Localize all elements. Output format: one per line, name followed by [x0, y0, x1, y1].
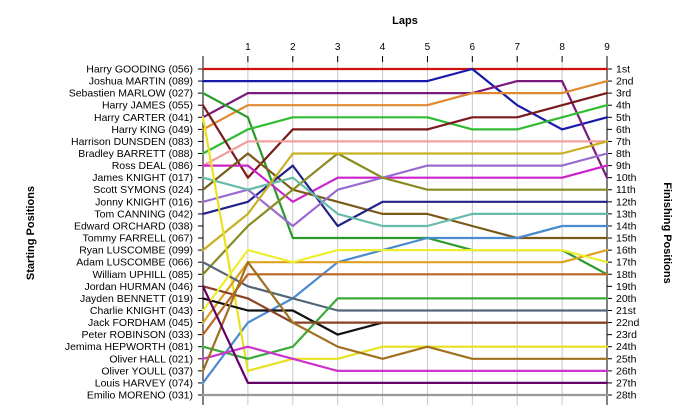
starting-position-label: Harry GOODING (056)	[86, 64, 193, 76]
finishing-position-label: 10th	[616, 172, 637, 184]
finishing-position-label: 28th	[616, 390, 637, 402]
chart-title: Laps	[392, 15, 418, 27]
starting-position-label: Ross DEAL (086)	[112, 160, 193, 172]
driver-line	[201, 104, 609, 155]
driver-line	[201, 261, 609, 312]
lap-tick-label: 5	[425, 42, 431, 53]
finishing-position-label: 9th	[616, 160, 631, 172]
finishing-position-label: 4th	[616, 100, 631, 112]
starting-position-label: Bradley BARRETT (088)	[78, 148, 193, 160]
finishing-labels: 1st2nd3rd4th5th6th7th8th9th10th11th12th1…	[616, 64, 640, 402]
lap-tick-label: 8	[559, 42, 565, 53]
finishing-position-label: 27th	[616, 377, 637, 389]
driver-line	[201, 164, 609, 228]
finishing-position-label: 11th	[616, 184, 636, 196]
driver-line	[201, 140, 609, 252]
starting-position-label: Adam LUSCOMBE (066)	[76, 257, 193, 269]
starting-position-label: Ryan LUSCOMBE (099)	[79, 245, 193, 257]
finishing-position-label: 15th	[616, 233, 637, 245]
finishing-position-label: 5th	[616, 112, 631, 124]
starting-position-label: William UPHILL (085)	[92, 269, 193, 281]
finishing-position-label: 13th	[616, 208, 637, 220]
finishing-position-label: 25th	[616, 353, 637, 365]
starting-position-label: James KNIGHT (017)	[92, 172, 193, 184]
finishing-position-label: 14th	[616, 220, 637, 232]
finishing-position-label: 24th	[616, 341, 637, 353]
driver-line	[201, 273, 609, 336]
starting-position-label: Tommy FARRELL (067)	[83, 233, 193, 245]
driver-line	[201, 249, 609, 312]
driver-line	[201, 261, 609, 372]
starting-position-label: Louis HARVEY (074)	[95, 377, 193, 389]
starting-position-label: Harrison DUNSDEN (083)	[71, 136, 193, 148]
driver-labels: Harry GOODING (056)Joshua MARTIN (089)Se…	[65, 64, 193, 402]
starting-position-label: Joshua MARTIN (089)	[89, 76, 193, 88]
driver-line	[201, 79, 609, 131]
driver-lines	[201, 67, 609, 397]
starting-position-label: Oliver HALL (021)	[109, 353, 193, 365]
finishing-position-label: 2nd	[616, 76, 634, 88]
lap-tick-label: 3	[335, 42, 341, 53]
starting-position-label: Harry KING (049)	[111, 124, 193, 136]
starting-position-label: Scott SYMONS (024)	[93, 184, 193, 196]
lap-tick-label: 2	[290, 42, 296, 53]
starting-position-label: Charlie KNIGHT (043)	[90, 305, 193, 317]
starting-position-label: Jonny KNIGHT (016)	[95, 196, 193, 208]
finishing-position-label: 7th	[616, 136, 631, 148]
finishing-position-label: 18th	[616, 269, 637, 281]
finishing-position-label: 12th	[616, 196, 637, 208]
lap-tick-label: 1	[245, 42, 251, 53]
lap-ticks: 1 2 3 4 5 6 7 8 9	[245, 42, 610, 53]
starting-position-label: Edward ORCHARD (038)	[74, 220, 193, 232]
lap-tick-label: 4	[380, 42, 386, 53]
driver-line	[201, 285, 609, 384]
finishing-position-label: 22nd	[616, 317, 640, 329]
finishing-position-label: 1st	[616, 64, 630, 76]
finishing-position-label: 16th	[616, 245, 637, 257]
starting-position-label: Peter ROBINSON (033)	[82, 329, 193, 341]
lap-tick-label: 6	[470, 42, 476, 53]
right-axis-label: Finishing Positions	[661, 182, 673, 283]
finishing-position-label: 21st	[616, 305, 636, 317]
starting-position-label: Sebastien MARLOW (027)	[69, 88, 193, 100]
driver-line	[201, 152, 609, 276]
starting-position-label: Harry JAMES (055)	[102, 100, 193, 112]
lap-tick-label: 7	[514, 42, 520, 53]
starting-position-label: Jemima HEPWORTH (081)	[65, 341, 193, 353]
driver-line	[201, 345, 609, 372]
starting-position-label: Tom CANNING (042)	[94, 208, 193, 220]
starting-position-label: Oliver YOULL (037)	[101, 365, 193, 377]
starting-position-label: Harry CARTER (041)	[94, 112, 193, 124]
finishing-position-label: 23rd	[616, 329, 637, 341]
finishing-position-label: 20th	[616, 293, 637, 305]
driver-line	[201, 79, 609, 179]
finishing-position-label: 26th	[616, 365, 637, 377]
driver-line	[201, 67, 609, 131]
finishing-position-label: 3rd	[616, 88, 631, 100]
finishing-position-label: 19th	[616, 281, 637, 293]
starting-position-label: Emilio MORENO (031)	[87, 390, 193, 402]
left-axis-label: Starting Positions	[25, 186, 37, 280]
driver-line	[201, 140, 609, 167]
driver-line	[201, 285, 609, 324]
driver-line	[201, 91, 609, 179]
finishing-position-label: 17th	[616, 257, 637, 269]
driver-line	[201, 152, 609, 240]
driver-line	[201, 249, 609, 324]
driver-line	[201, 297, 609, 336]
starting-position-label: Jack FORDHAM (045)	[88, 317, 193, 329]
finishing-position-label: 6th	[616, 124, 631, 136]
driver-line	[201, 116, 609, 372]
lap-tick-label: 9	[604, 42, 610, 53]
finishing-position-label: 8th	[616, 148, 631, 160]
starting-position-label: Jordan HURMAN (046)	[84, 281, 193, 293]
starting-position-label: Jayden BENNETT (019)	[80, 293, 193, 305]
